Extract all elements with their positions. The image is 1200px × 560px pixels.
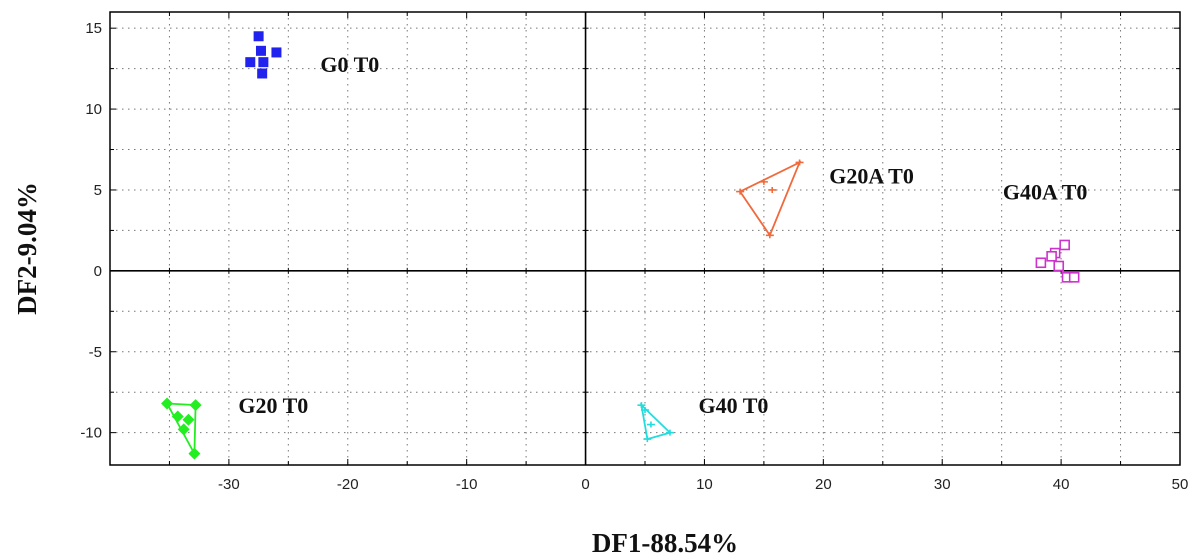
x-tick-label: 40 — [1053, 476, 1070, 493]
plot-area — [109, 11, 1181, 466]
y-axis-title: DF2-9.04% — [12, 182, 42, 315]
data-point — [637, 402, 646, 409]
data-point — [736, 188, 745, 195]
data-point — [177, 423, 190, 436]
data-point — [1035, 257, 1047, 269]
series-g40-t0 — [637, 402, 674, 443]
x-tick-label: -30 — [218, 476, 240, 493]
data-point — [253, 31, 264, 42]
data-point — [189, 399, 202, 412]
group-label: G20 T0 — [238, 393, 308, 418]
grid-lines — [110, 12, 1180, 465]
data-point — [646, 421, 655, 428]
data-point — [171, 410, 184, 423]
data-point — [1053, 260, 1065, 272]
data-point — [643, 436, 652, 443]
y-tick-label: 5 — [94, 182, 102, 199]
data-point — [1068, 272, 1080, 283]
data-point — [759, 178, 768, 185]
x-tick-label: 0 — [581, 476, 589, 493]
data-point — [255, 45, 266, 56]
data-point — [257, 68, 268, 79]
series-g0-t0 — [245, 31, 282, 79]
axis-ticks — [110, 12, 1180, 465]
group-hull — [640, 402, 672, 441]
data-point — [795, 159, 804, 166]
y-tick-label: 10 — [85, 101, 102, 118]
data-point — [258, 57, 269, 68]
series-g40a-t0 — [1035, 239, 1080, 283]
x-tick-label: -20 — [337, 476, 359, 493]
x-tick-label: 10 — [696, 476, 713, 493]
y-tick-label: 0 — [94, 263, 102, 280]
data-point — [161, 397, 174, 410]
x-tick-label: 20 — [815, 476, 832, 493]
group-labels: G0 T0 G20A T0 G40A T0 G20 T0 G40 T0 — [238, 52, 1087, 418]
data-point — [245, 57, 256, 68]
group-label: G40A T0 — [1003, 180, 1088, 205]
data-point — [765, 232, 774, 239]
group-hull — [738, 160, 802, 238]
x-tick-label: 30 — [934, 476, 951, 493]
y-tick-label: -5 — [89, 344, 102, 361]
data-point — [1046, 250, 1057, 262]
data-point — [182, 413, 195, 426]
data-series — [161, 31, 1080, 460]
data-point — [665, 429, 674, 436]
group-label: G40 T0 — [699, 393, 769, 418]
data-point — [641, 406, 649, 413]
data-point — [271, 47, 282, 58]
y-tick-label: 15 — [85, 20, 102, 37]
x-axis-title: DF1-88.54% — [592, 528, 738, 558]
y-tick-label: -10 — [80, 425, 102, 442]
series-g20-t0 — [161, 397, 202, 460]
group-label: G0 T0 — [320, 52, 379, 77]
group-label: G20A T0 — [829, 163, 914, 188]
data-point — [1059, 239, 1070, 251]
data-point — [188, 447, 201, 460]
x-tick-label: -10 — [456, 476, 478, 493]
x-tick-label: 50 — [1172, 476, 1189, 493]
data-point — [768, 186, 777, 193]
series-g20a-t0 — [736, 159, 804, 239]
